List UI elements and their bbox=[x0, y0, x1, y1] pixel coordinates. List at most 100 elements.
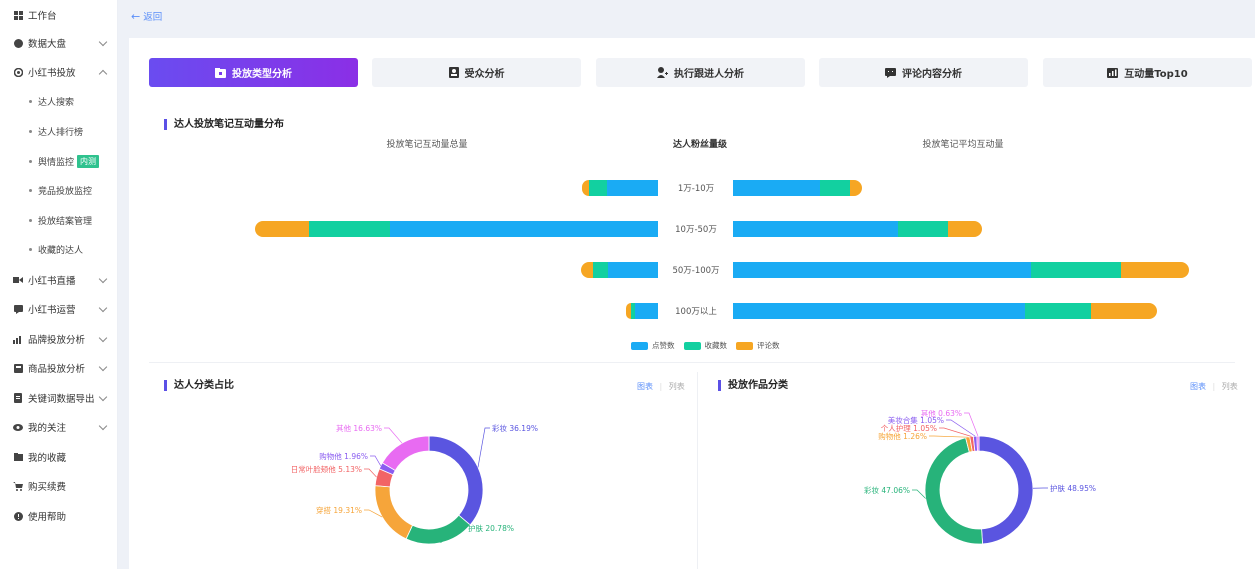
chevron-down-icon bbox=[98, 303, 108, 313]
comment-icon bbox=[885, 67, 896, 78]
grid-icon bbox=[13, 10, 23, 20]
legend-item[interactable]: 点赞数 bbox=[631, 340, 675, 351]
slice-label: 彩妆 36.19% bbox=[492, 423, 538, 433]
bar-segment[interactable] bbox=[820, 180, 850, 196]
bar-segment[interactable] bbox=[255, 221, 309, 237]
sidebar-item-dashboard[interactable]: 数据大盘 bbox=[0, 28, 118, 58]
bar-segment[interactable] bbox=[948, 221, 982, 237]
chevron-down-icon bbox=[98, 37, 108, 47]
toggle-list-button[interactable]: 列表 bbox=[1221, 382, 1238, 391]
bar-segment[interactable] bbox=[850, 180, 862, 196]
sidebar-item-help[interactable]: 使用帮助 bbox=[0, 501, 118, 531]
bar-segment[interactable] bbox=[593, 262, 608, 278]
tab-ad-type-analysis[interactable]: 投放类型分析 bbox=[149, 58, 358, 87]
sidebar-subitem-closing[interactable]: 投放结案管理 bbox=[0, 205, 118, 235]
bar-segment[interactable] bbox=[733, 303, 1025, 319]
main-panel: 投放类型分析 受众分析 执行跟进人分析 评论内容分析 互动量Top10 达人投放… bbox=[129, 38, 1255, 569]
bar-segment[interactable] bbox=[589, 180, 607, 196]
legend-item[interactable]: 评论数 bbox=[736, 340, 780, 351]
sidebar-item-label: 小红书直播 bbox=[28, 276, 76, 287]
sidebar-item-goods-analysis[interactable]: 商品投放分析 bbox=[0, 353, 118, 383]
category-label: 1万-10万 bbox=[677, 184, 715, 194]
donut-slice[interactable] bbox=[978, 435, 1034, 545]
donut-chart-influencer-category: 彩妆 36.19% 护肤 20.78% 穿搭 19.31% 日常叶脸颊他 5.13% 购… bbox=[291, 423, 538, 545]
bar-segment[interactable] bbox=[309, 221, 390, 237]
sidebar-item-purchase[interactable]: 购买续费 bbox=[0, 471, 118, 501]
bar-segment[interactable] bbox=[733, 221, 898, 237]
bullet-icon bbox=[29, 159, 32, 163]
column-header-average: 投放笔记平均互动量 bbox=[922, 140, 1004, 150]
donut-slice[interactable] bbox=[405, 514, 471, 545]
bar-segment[interactable] bbox=[1031, 262, 1121, 278]
bar-segment[interactable] bbox=[635, 303, 658, 319]
leader-line bbox=[912, 489, 926, 499]
chevron-up-icon bbox=[98, 69, 108, 79]
sidebar-item-xhs-live[interactable]: 小红书直播 bbox=[0, 265, 118, 295]
bar-segment[interactable] bbox=[626, 303, 631, 319]
back-link[interactable]: ← 返回 bbox=[131, 9, 162, 24]
sidebar-subitem-influencer-search[interactable]: 达人搜索 bbox=[0, 86, 118, 116]
sidebar-item-keyword-export[interactable]: 关键词数据导出 bbox=[0, 383, 118, 413]
bar-segment[interactable] bbox=[1025, 303, 1091, 319]
toggle-list-button[interactable]: 列表 bbox=[668, 382, 685, 391]
bar-segment[interactable] bbox=[1091, 303, 1157, 319]
sidebar-item-label: 小红书投放 bbox=[28, 68, 76, 79]
leader-line bbox=[384, 427, 403, 444]
sidebar-subitem-competitor[interactable]: 竞品投放监控 bbox=[0, 175, 118, 205]
donut-slice[interactable] bbox=[976, 435, 980, 452]
sidebar-item-label: 我的收藏 bbox=[28, 453, 67, 464]
slice-label: 彩妆 47.06% bbox=[864, 485, 910, 495]
sidebar-item-brand-analysis[interactable]: 品牌投放分析 bbox=[0, 324, 118, 354]
sidebar-item-label: 小红书运营 bbox=[28, 305, 76, 316]
bar-segment[interactable] bbox=[1121, 262, 1189, 278]
bar-row: 1万-10万 bbox=[129, 180, 1255, 196]
sidebar-subitem-influencer-ranking[interactable]: 达人排行榜 bbox=[0, 116, 118, 146]
toggle-chart-button[interactable]: 图表 bbox=[637, 382, 653, 391]
toggle-chart-button[interactable]: 图表 bbox=[1190, 382, 1206, 391]
sidebar-subitem-label: 收藏的达人 bbox=[38, 245, 84, 256]
tab-audience-analysis[interactable]: 受众分析 bbox=[372, 58, 581, 87]
view-toggle: 图表 | 列表 bbox=[1190, 381, 1238, 392]
leader-line bbox=[946, 419, 976, 437]
bullet-icon bbox=[29, 129, 32, 133]
sidebar-item-xhs-ads[interactable]: 小红书投放 bbox=[0, 57, 118, 87]
sidebar-subitem-label: 投放结案管理 bbox=[38, 216, 93, 227]
chat-icon bbox=[13, 304, 23, 314]
tab-follower-analysis[interactable]: 执行跟进人分析 bbox=[596, 58, 805, 87]
leader-line bbox=[477, 427, 490, 468]
user-add-icon bbox=[657, 67, 668, 78]
bar-segment[interactable] bbox=[631, 303, 635, 319]
sidebar-item-favorites[interactable]: 我的收藏 bbox=[0, 442, 118, 472]
tab-label: 执行跟进人分析 bbox=[674, 69, 744, 80]
legend-item[interactable]: 收藏数 bbox=[683, 340, 727, 351]
donut-slice[interactable] bbox=[381, 435, 430, 471]
bar-segment[interactable] bbox=[608, 262, 658, 278]
bar-row: 100万以上 bbox=[129, 303, 1255, 319]
sidebar-item-label: 工作台 bbox=[28, 11, 57, 22]
donut-slice[interactable] bbox=[428, 435, 484, 526]
sidebar-item-xhs-ops[interactable]: 小红书运营 bbox=[0, 294, 118, 324]
tab-comment-analysis[interactable]: 评论内容分析 bbox=[819, 58, 1028, 87]
leader-line bbox=[964, 412, 979, 437]
sidebar-subitem-label: 达人搜索 bbox=[38, 97, 75, 108]
bar-segment[interactable] bbox=[390, 221, 658, 237]
sidebar-item-following[interactable]: 我的关注 bbox=[0, 412, 118, 442]
bar-segment[interactable] bbox=[581, 262, 593, 278]
bar-segment[interactable] bbox=[582, 180, 589, 196]
sidebar-item-workbench[interactable]: 工作台 bbox=[0, 0, 118, 30]
slice-label: 护肤 48.95% bbox=[1050, 483, 1096, 493]
donut-slice[interactable] bbox=[374, 485, 413, 540]
bar-segment[interactable] bbox=[607, 180, 658, 196]
slice-label: 美妆合集 1.05% bbox=[888, 415, 944, 425]
bullet-icon bbox=[29, 247, 32, 251]
bullet-icon bbox=[29, 218, 32, 222]
sidebar-subitem-sentiment[interactable]: 舆情监控 内测 bbox=[0, 146, 118, 176]
bar-row: 50万-100万 bbox=[129, 262, 1255, 278]
help-icon bbox=[13, 511, 23, 521]
donut-slice[interactable] bbox=[924, 437, 983, 545]
tab-top10[interactable]: 互动量Top10 bbox=[1043, 58, 1252, 87]
sidebar-subitem-saved-influencers[interactable]: 收藏的达人 bbox=[0, 234, 118, 264]
bar-segment[interactable] bbox=[733, 262, 1031, 278]
bar-segment[interactable] bbox=[733, 180, 820, 196]
bar-segment[interactable] bbox=[898, 221, 948, 237]
